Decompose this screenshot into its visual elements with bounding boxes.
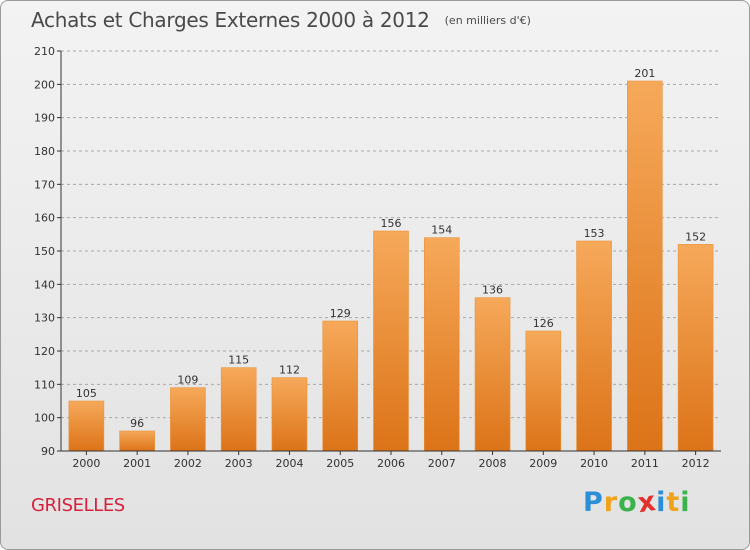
x-tick-label: 2009 xyxy=(529,457,557,470)
x-tick-label: 2007 xyxy=(428,457,456,470)
x-tick-label: 2000 xyxy=(72,457,100,470)
x-tick-label: 2002 xyxy=(174,457,202,470)
x-tick-label: 2008 xyxy=(479,457,507,470)
bar-2011 xyxy=(627,80,663,452)
logo-letter: r xyxy=(603,487,619,518)
y-tick-label: 160 xyxy=(34,212,55,225)
value-label: 105 xyxy=(76,387,97,400)
x-tick-label: 2010 xyxy=(580,457,608,470)
y-tick-label: 200 xyxy=(34,78,55,91)
chart-unit-note: (en milliers d'€) xyxy=(444,14,531,27)
axes xyxy=(57,50,721,455)
y-tick-label: 190 xyxy=(34,112,55,125)
value-label: 154 xyxy=(431,224,452,237)
value-label: 96 xyxy=(130,417,144,430)
logo-letter: i xyxy=(656,487,667,518)
bar-2012 xyxy=(677,244,714,452)
title-row: Achats et Charges Externes 2000 à 2012 (… xyxy=(31,8,531,32)
value-label: 129 xyxy=(330,307,351,320)
value-label: 109 xyxy=(177,374,198,387)
bar-2004 xyxy=(271,377,308,452)
bar-2002 xyxy=(170,387,206,452)
y-tick-label: 90 xyxy=(41,445,55,458)
y-tick-label: 110 xyxy=(34,378,55,391)
chart-title: Achats et Charges Externes 2000 à 2012 xyxy=(31,8,430,32)
y-tick-label: 180 xyxy=(34,145,55,158)
logo-letter: t xyxy=(666,487,681,518)
value-label: 201 xyxy=(634,67,655,80)
y-tick-label: 170 xyxy=(34,178,55,191)
bar-2010 xyxy=(576,240,612,452)
value-label: 112 xyxy=(279,364,300,377)
y-tick-label: 140 xyxy=(34,278,55,291)
y-tick-label: 100 xyxy=(34,412,55,425)
logo-letter: o xyxy=(618,487,638,518)
bar-2005 xyxy=(322,320,359,452)
y-tick-label: 210 xyxy=(34,45,55,58)
bar-2006 xyxy=(373,230,409,452)
logo-letter: x xyxy=(635,485,659,520)
value-label: 115 xyxy=(228,354,249,367)
commune-name: GRISELLES xyxy=(31,495,125,516)
bar-2008 xyxy=(474,297,511,452)
y-tick-label: 120 xyxy=(34,345,55,358)
value-label: 156 xyxy=(381,217,402,230)
labels: 90 100 110 120 130 140 150 160 170 180 190 200 210 10… xyxy=(34,45,710,470)
bar-2000 xyxy=(68,400,105,452)
x-tick-label: 2012 xyxy=(682,457,710,470)
x-tick-label: 2004 xyxy=(275,457,303,470)
y-tick-label: 130 xyxy=(34,312,55,325)
bar-2003 xyxy=(220,367,257,452)
value-label: 126 xyxy=(533,317,554,330)
value-label: 153 xyxy=(584,227,605,240)
logo-letter: P xyxy=(583,487,604,518)
bar-2001 xyxy=(119,430,155,452)
bar-2007 xyxy=(423,237,460,452)
logo-letter: i xyxy=(680,487,691,518)
x-tick-label: 2005 xyxy=(326,457,354,470)
x-tick-label: 2011 xyxy=(631,457,659,470)
x-tick-label: 2001 xyxy=(123,457,151,470)
x-tick-label: 2003 xyxy=(225,457,253,470)
bar-2009 xyxy=(525,330,562,452)
x-tick-label: 2006 xyxy=(377,457,405,470)
proxiti-logo: Proxiti xyxy=(583,485,691,520)
value-label: 152 xyxy=(685,230,706,243)
bars xyxy=(68,80,714,452)
value-label: 136 xyxy=(482,284,503,297)
y-tick-label: 150 xyxy=(34,245,55,258)
